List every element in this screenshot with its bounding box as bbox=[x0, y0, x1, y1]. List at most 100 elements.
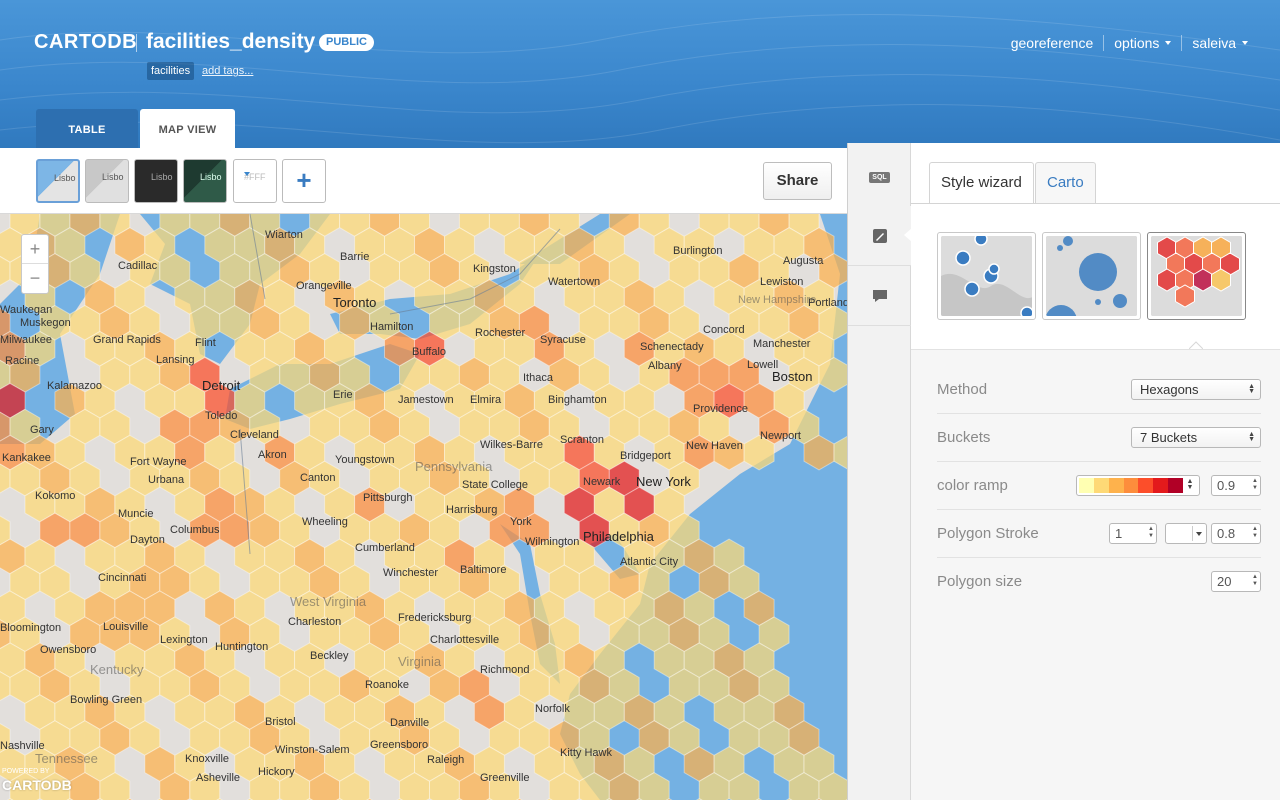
style-panel: Style wizard Carto bbox=[911, 143, 1280, 800]
nav-divider bbox=[1181, 35, 1182, 51]
map-label: Winchester bbox=[383, 567, 438, 579]
map-label: Greensboro bbox=[370, 739, 428, 751]
zoom-out-button[interactable]: − bbox=[22, 264, 48, 293]
georeference-link[interactable]: georeference bbox=[1011, 35, 1094, 51]
map-label: New York bbox=[636, 474, 691, 489]
map-label: Grand Rapids bbox=[93, 334, 161, 346]
buckets-value: 7 Buckets bbox=[1140, 430, 1197, 445]
map-label: Wheeling bbox=[302, 516, 348, 528]
add-tags-link[interactable]: add tags... bbox=[202, 65, 253, 77]
map-label: Charlottesville bbox=[430, 634, 499, 646]
map-label: Cleveland bbox=[230, 429, 279, 441]
basemap-gray[interactable]: Lisbo bbox=[85, 159, 129, 203]
map-label: Barrie bbox=[340, 251, 369, 263]
map-label: Youngstown bbox=[335, 454, 395, 466]
basemap-dark[interactable]: Lisbo bbox=[134, 159, 178, 203]
map-label: Bloomington bbox=[0, 622, 61, 634]
map-label: Muskegon bbox=[20, 317, 71, 329]
options-label: options bbox=[1114, 35, 1159, 51]
spinner-icon[interactable]: ▲ ▼ bbox=[1252, 526, 1258, 540]
map-label: Dayton bbox=[130, 534, 165, 546]
stroke-width-input[interactable]: 1 ▲ ▼ bbox=[1109, 523, 1157, 544]
tab-map-view[interactable]: MAP VIEW bbox=[140, 109, 235, 148]
caret-down-icon bbox=[1242, 41, 1248, 45]
brand-divider bbox=[136, 34, 137, 52]
zoom-in-button[interactable]: + bbox=[22, 235, 48, 264]
polygon-size-input[interactable]: 20 ▲ ▼ bbox=[1211, 571, 1261, 592]
tag-chip[interactable]: facilities bbox=[147, 62, 194, 80]
map-label: Akron bbox=[258, 449, 287, 461]
map-label: York bbox=[510, 516, 532, 528]
polygon-stroke-label: Polygon Stroke bbox=[937, 525, 1039, 542]
basemap-custom-color[interactable]: #FFF bbox=[233, 159, 277, 203]
tab-carto[interactable]: Carto bbox=[1035, 162, 1096, 203]
polygon-size-row: Polygon size 20 ▲ ▼ bbox=[937, 558, 1261, 606]
share-button[interactable]: Share bbox=[763, 162, 832, 200]
panel-tab-divider bbox=[911, 203, 1280, 204]
map-label: Charleston bbox=[288, 616, 341, 628]
stroke-color-picker[interactable] bbox=[1165, 523, 1207, 544]
map-label: Bowling Green bbox=[70, 694, 142, 706]
viz-option-hexagon-density[interactable] bbox=[1147, 232, 1246, 320]
map-label: Lewiston bbox=[760, 276, 803, 288]
map-label: Urbana bbox=[148, 474, 184, 486]
map-label: Kitty Hawk bbox=[560, 747, 612, 759]
map-label: Danville bbox=[390, 717, 429, 729]
polygon-size-label: Polygon size bbox=[937, 573, 1022, 590]
selected-option-pointer bbox=[1189, 341, 1203, 349]
caret-down-icon bbox=[244, 172, 250, 176]
map-label: Albany bbox=[648, 360, 682, 372]
map-label: Wiarton bbox=[265, 229, 303, 241]
sql-tab-button[interactable]: SQL bbox=[848, 148, 911, 208]
map-label: Lexington bbox=[160, 634, 208, 646]
add-basemap-button[interactable]: + bbox=[282, 159, 326, 203]
map-label: New Haven bbox=[686, 440, 743, 452]
infowindow-tab-button[interactable] bbox=[848, 266, 911, 326]
bubble-map-thumbnail-icon bbox=[941, 236, 1032, 316]
map-label: Syracuse bbox=[540, 334, 586, 346]
fill-opacity-input[interactable]: 0.9 ▲ ▼ bbox=[1211, 475, 1261, 496]
basemap-label: Lisbo bbox=[200, 172, 222, 182]
buckets-row: Buckets 7 Buckets ▲ ▼ bbox=[937, 414, 1261, 462]
georeference-label: georeference bbox=[1011, 35, 1094, 51]
options-menu[interactable]: options bbox=[1114, 35, 1171, 51]
map-label: Ithaca bbox=[523, 372, 553, 384]
map-label: Manchester bbox=[753, 338, 810, 350]
spinner-icon[interactable]: ▲ ▼ bbox=[1252, 478, 1258, 492]
spinner-icon[interactable]: ▲ ▼ bbox=[1252, 574, 1258, 588]
method-select[interactable]: Hexagons ▲ ▼ bbox=[1131, 379, 1261, 400]
stroke-opacity-input[interactable]: 0.8 ▲ ▼ bbox=[1211, 523, 1261, 544]
viz-option-bubble[interactable] bbox=[937, 232, 1036, 320]
cartodb-logo[interactable]: CARTODB bbox=[34, 31, 137, 54]
page-title[interactable]: facilities_density bbox=[146, 30, 315, 54]
zoom-control: + − bbox=[21, 234, 49, 294]
map-label: Winston-Salem bbox=[275, 744, 350, 756]
map-label: Bristol bbox=[265, 716, 296, 728]
method-row: Method Hexagons ▲ ▼ bbox=[937, 366, 1261, 414]
user-menu[interactable]: saleiva bbox=[1192, 35, 1248, 51]
spinner-icon[interactable]: ▲ ▼ bbox=[1148, 526, 1154, 540]
tab-style-wizard[interactable]: Style wizard bbox=[929, 162, 1034, 204]
cartodb-map-logo[interactable]: CARTODB bbox=[2, 777, 72, 793]
paintbrush-icon bbox=[872, 228, 888, 244]
map-label: Huntington bbox=[215, 641, 268, 653]
map-label: Watertown bbox=[548, 276, 600, 288]
visibility-badge[interactable]: PUBLIC bbox=[319, 34, 374, 51]
style-wizard-tab-button[interactable] bbox=[848, 206, 911, 266]
basemap-satellite[interactable]: Lisbo bbox=[183, 159, 227, 203]
map-label: Knoxville bbox=[185, 753, 229, 765]
buckets-select[interactable]: 7 Buckets ▲ ▼ bbox=[1131, 427, 1261, 448]
map-label: Toronto bbox=[333, 295, 376, 310]
viz-option-intensity[interactable] bbox=[1042, 232, 1141, 320]
map-label: Kentucky bbox=[90, 662, 143, 677]
map-label: Cadillac bbox=[118, 260, 157, 272]
color-ramp-select[interactable]: ▲ ▼ bbox=[1076, 475, 1200, 496]
map-label: Pittsburgh bbox=[363, 492, 413, 504]
map-canvas[interactable]: + − Wiarton Barrie Kingston Cadillac Orangev… bbox=[0, 214, 847, 800]
ramp-swatch bbox=[1109, 478, 1124, 493]
map-label: Kokomo bbox=[35, 490, 75, 502]
ramp-swatch bbox=[1094, 478, 1109, 493]
map-label: Detroit bbox=[202, 378, 240, 393]
tab-table[interactable]: TABLE bbox=[36, 109, 138, 148]
basemap-light[interactable]: Lisbo bbox=[36, 159, 80, 203]
